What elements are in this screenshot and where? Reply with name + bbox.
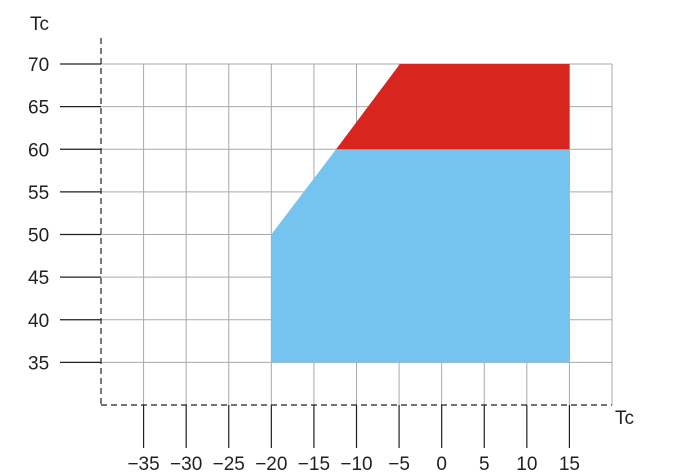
x-tick-label: −10 — [340, 454, 372, 475]
y-tick-label: 55 — [28, 183, 49, 204]
x-tick-label: 5 — [479, 454, 490, 475]
x-tick-label: 10 — [516, 454, 537, 475]
regions — [271, 64, 570, 363]
y-tick-label: 35 — [28, 353, 49, 374]
y-ticks: 35 40 45 50 55 60 65 70 — [28, 55, 101, 374]
y-tick-label: 60 — [28, 140, 49, 161]
x-tick-label: 15 — [559, 454, 580, 475]
x-tick-label: −35 — [127, 454, 159, 475]
y-axis-title: Tc — [30, 14, 49, 35]
y-tick-label: 70 — [28, 55, 49, 76]
x-tick-label: −15 — [298, 454, 330, 475]
y-tick-label: 40 — [28, 311, 49, 332]
y-tick-label: 50 — [28, 226, 49, 247]
y-tick-label: 65 — [28, 98, 49, 119]
x-tick-label: −25 — [213, 454, 245, 475]
x-tick-label: −30 — [170, 454, 202, 475]
x-tick-label: −20 — [255, 454, 287, 475]
x-ticks: −35 −30 −25 −20 −15 −10 −5 0 5 10 15 — [127, 405, 580, 475]
region-0 — [271, 149, 570, 363]
x-tick-label: −5 — [388, 454, 410, 475]
x-tick-label: 0 — [436, 454, 447, 475]
x-axis-title: Tc — [615, 408, 634, 429]
region-1 — [336, 64, 570, 150]
y-tick-label: 45 — [28, 268, 49, 289]
